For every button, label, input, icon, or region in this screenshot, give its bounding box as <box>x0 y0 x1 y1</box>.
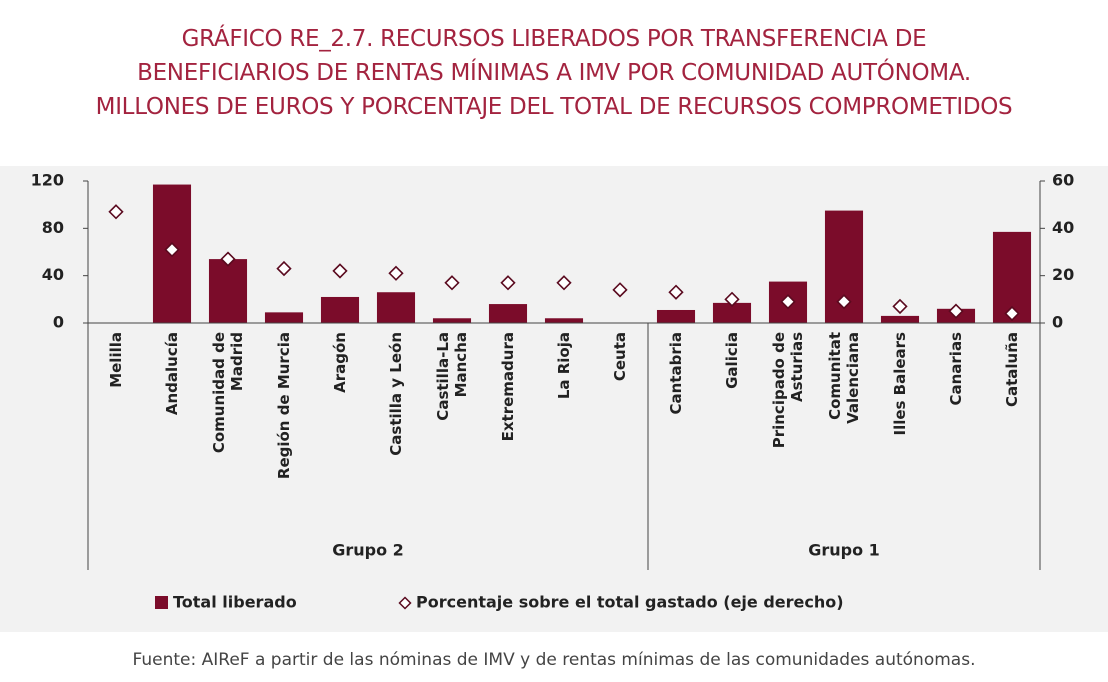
x-tick-label: Cantabria <box>667 332 685 415</box>
x-tick-label: Melilla <box>107 332 125 388</box>
y-tick-label: 120 <box>31 171 64 190</box>
marker <box>164 242 180 258</box>
bar <box>656 309 696 323</box>
x-tick-label: Cataluña <box>1003 332 1021 408</box>
chart-title: GRÁFICO RE_2.7. RECURSOS LIBERADOS POR T… <box>95 26 1013 120</box>
marker <box>948 303 964 319</box>
marker <box>556 275 572 291</box>
bar <box>376 292 416 323</box>
marker <box>332 263 348 279</box>
x-tick-label: Ceuta <box>611 332 629 382</box>
x-tick-label: Aragón <box>331 332 349 393</box>
x-tick-label: Castilla-La Mancha <box>434 332 470 421</box>
x-tick-label: Comunitat Valenciana <box>826 332 862 424</box>
marker <box>724 291 740 307</box>
x-tick-label: Canarias <box>947 332 965 406</box>
bar <box>320 296 360 323</box>
bar <box>488 304 528 323</box>
marker <box>276 260 292 277</box>
bar <box>432 318 472 323</box>
x-tick-label: Castilla y León <box>387 332 405 456</box>
marker <box>1004 305 1020 322</box>
y-tick-label: 0 <box>53 313 64 332</box>
x-tick-label: Illes Balears <box>891 332 909 436</box>
marker <box>780 294 796 310</box>
y-tick-label: 80 <box>42 218 64 237</box>
marker <box>388 265 404 281</box>
x-tick-label: Principado de Asturias <box>770 332 806 449</box>
source-note: Fuente: AIReF a partir de las nóminas de… <box>132 650 976 670</box>
marker <box>668 284 684 300</box>
bar <box>880 315 920 323</box>
x-tick-label: Galicia <box>723 332 741 389</box>
group-label: Grupo 2 <box>332 541 404 560</box>
y2-tick-label: 0 <box>1052 313 1063 332</box>
marker <box>612 282 628 298</box>
legend-swatch <box>398 596 412 610</box>
y2-tick-label: 60 <box>1052 171 1074 190</box>
marker <box>836 294 852 310</box>
marker <box>108 204 124 220</box>
bar <box>208 259 248 323</box>
marker <box>500 275 516 291</box>
x-tick-label: La Rioja <box>555 332 573 400</box>
x-tick-label: Extremadura <box>499 332 517 442</box>
marker <box>892 298 908 315</box>
legend-label: Total liberado <box>173 593 297 612</box>
legend-swatch <box>155 596 168 609</box>
x-tick-label: Comunidad de Madrid <box>210 332 246 454</box>
bar <box>264 312 304 323</box>
x-tick-label: Andalucía <box>163 332 181 416</box>
bar <box>544 318 584 323</box>
y2-tick-label: 40 <box>1052 218 1074 237</box>
y-tick-label: 40 <box>42 265 64 284</box>
marker <box>220 251 236 267</box>
y2-tick-label: 20 <box>1052 265 1074 284</box>
legend-label: Porcentaje sobre el total gastado (eje d… <box>416 593 844 612</box>
x-tick-label: Región de Murcia <box>275 332 293 480</box>
bar <box>712 302 752 323</box>
group-label: Grupo 1 <box>808 541 880 560</box>
marker <box>444 275 460 291</box>
